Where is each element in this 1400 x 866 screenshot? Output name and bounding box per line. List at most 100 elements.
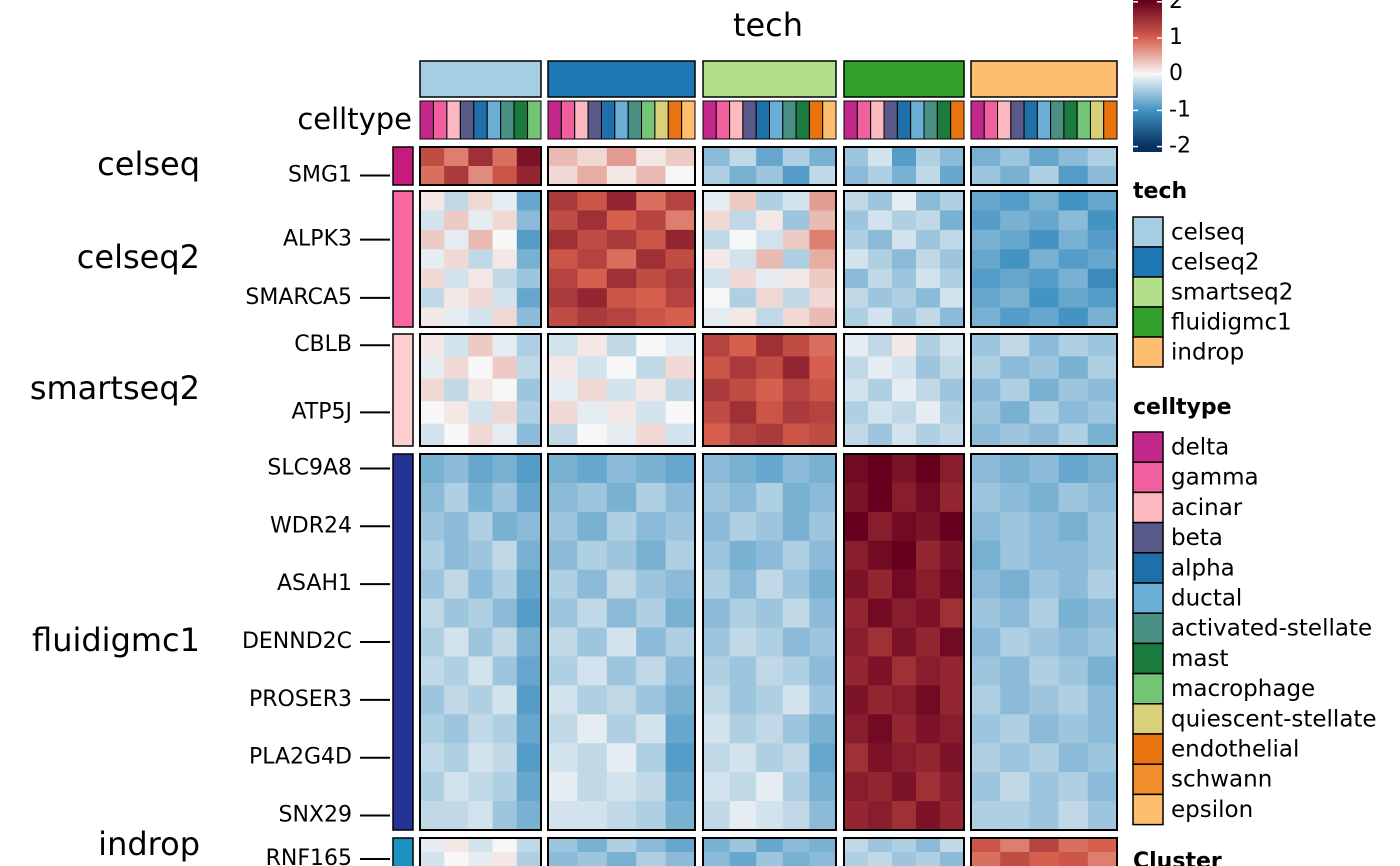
heatmap-cell bbox=[665, 852, 696, 866]
heatmap-cell bbox=[468, 147, 493, 167]
heatmap-cell bbox=[940, 191, 965, 211]
celltype-annotation bbox=[667, 100, 683, 140]
heatmap-cell bbox=[1058, 801, 1089, 831]
heatmap-cell bbox=[577, 772, 608, 802]
heatmap-cell bbox=[1000, 401, 1030, 424]
heatmap-cell bbox=[606, 147, 637, 167]
heatmap-cell bbox=[577, 249, 608, 270]
heatmap-cell bbox=[1000, 191, 1030, 211]
heatmap-cell bbox=[756, 569, 784, 599]
gene-label: WDR24 bbox=[270, 513, 352, 538]
heatmap-cell bbox=[782, 801, 810, 831]
heatmap-cell bbox=[468, 801, 493, 831]
heatmap-cell bbox=[606, 401, 637, 424]
heatmap-cell bbox=[782, 511, 810, 542]
heatmap-cell bbox=[516, 191, 542, 211]
heatmap-cell bbox=[971, 288, 1001, 308]
heatmap-cell bbox=[636, 540, 666, 570]
heatmap-cell bbox=[444, 307, 469, 328]
heatmap-cell bbox=[577, 743, 608, 773]
legend-swatch bbox=[1132, 306, 1164, 338]
heatmap-cell bbox=[516, 656, 542, 686]
heatmap-cell bbox=[940, 685, 965, 715]
heatmap-cell bbox=[703, 249, 730, 270]
heatmap-cell bbox=[420, 166, 445, 186]
gene-label: SLC9A8 bbox=[267, 455, 352, 480]
heatmap-cell bbox=[636, 268, 666, 289]
heatmap-cell bbox=[1087, 288, 1118, 308]
celltype-annotation bbox=[742, 100, 757, 140]
heatmap-cell bbox=[1058, 147, 1089, 167]
heatmap-cell bbox=[916, 288, 941, 308]
heatmap-cell bbox=[420, 210, 445, 231]
heatmap-cell bbox=[516, 540, 542, 570]
heatmap-cell bbox=[868, 772, 893, 802]
legend-label: ductal bbox=[1171, 586, 1242, 612]
heatmap-cell bbox=[971, 627, 1001, 657]
heatmap-cell bbox=[548, 714, 578, 744]
heatmap-cell bbox=[577, 511, 608, 542]
heatmap-cell bbox=[548, 334, 578, 357]
heatmap-cell bbox=[809, 423, 837, 447]
heatmap-cell bbox=[916, 852, 941, 866]
heatmap-cell bbox=[548, 191, 578, 211]
celltype-annotation bbox=[896, 100, 912, 140]
heatmap-cell bbox=[606, 268, 637, 289]
heatmap-cell bbox=[665, 656, 696, 686]
heatmap-cell bbox=[916, 378, 941, 402]
heatmap-cell bbox=[892, 511, 917, 542]
heatmap-cell bbox=[606, 378, 637, 402]
heatmap-cell bbox=[729, 482, 757, 513]
heatmap-cell bbox=[492, 210, 518, 231]
heatmap-cell bbox=[548, 656, 578, 686]
heatmap-cell bbox=[1087, 627, 1118, 657]
celltype-annotation bbox=[574, 100, 589, 140]
heatmap-cell bbox=[892, 714, 917, 744]
row-group-label: fluidigmc1 bbox=[32, 621, 200, 659]
heatmap-cell bbox=[1029, 772, 1059, 802]
heatmap-cell bbox=[892, 685, 917, 715]
heatmap-cell bbox=[420, 356, 445, 380]
heatmap-cell bbox=[782, 249, 810, 270]
heatmap-cell bbox=[971, 656, 1001, 686]
heatmap-cell bbox=[420, 454, 445, 484]
heatmap-cell bbox=[756, 166, 784, 186]
heatmap-cell bbox=[606, 852, 637, 866]
heatmap-cell bbox=[636, 210, 666, 231]
heatmap-cell bbox=[940, 401, 965, 424]
heatmap-cell bbox=[892, 852, 917, 866]
celltype-annotation bbox=[997, 100, 1012, 140]
heatmap-cell bbox=[516, 482, 542, 513]
heatmap-cell bbox=[844, 540, 869, 570]
heatmap-cell bbox=[636, 714, 666, 744]
heatmap-cell bbox=[756, 356, 784, 380]
heatmap-cell bbox=[516, 210, 542, 231]
heatmap-cell bbox=[729, 838, 757, 853]
heatmap-cell bbox=[1058, 714, 1089, 744]
heatmap-cell bbox=[516, 801, 542, 831]
heatmap-cell bbox=[548, 423, 578, 447]
heatmap-cell bbox=[782, 229, 810, 250]
heatmap-cell bbox=[420, 191, 445, 211]
heatmap-cell bbox=[916, 540, 941, 570]
legend-label: gamma bbox=[1171, 465, 1259, 491]
celltype-annotation bbox=[473, 100, 488, 140]
celltype-annotation bbox=[936, 100, 952, 140]
heatmap-cell bbox=[577, 540, 608, 570]
heatmap-cell bbox=[468, 210, 493, 231]
heatmap-cell bbox=[492, 627, 518, 657]
heatmap-cell bbox=[703, 401, 730, 424]
heatmap-cell bbox=[516, 838, 542, 853]
legend-label: delta bbox=[1171, 435, 1229, 461]
legend-label: indrop bbox=[1171, 340, 1244, 366]
heatmap-cell bbox=[492, 147, 518, 167]
heatmap-cell bbox=[844, 454, 869, 484]
heatmap-cell bbox=[548, 147, 578, 167]
heatmap-cell bbox=[577, 838, 608, 853]
heatmap-cell bbox=[606, 685, 637, 715]
heatmap-cell bbox=[809, 356, 837, 380]
heatmap-cell bbox=[844, 511, 869, 542]
heatmap-cell bbox=[971, 569, 1001, 599]
heatmap-cell bbox=[1058, 482, 1089, 513]
heatmap-cell bbox=[809, 685, 837, 715]
